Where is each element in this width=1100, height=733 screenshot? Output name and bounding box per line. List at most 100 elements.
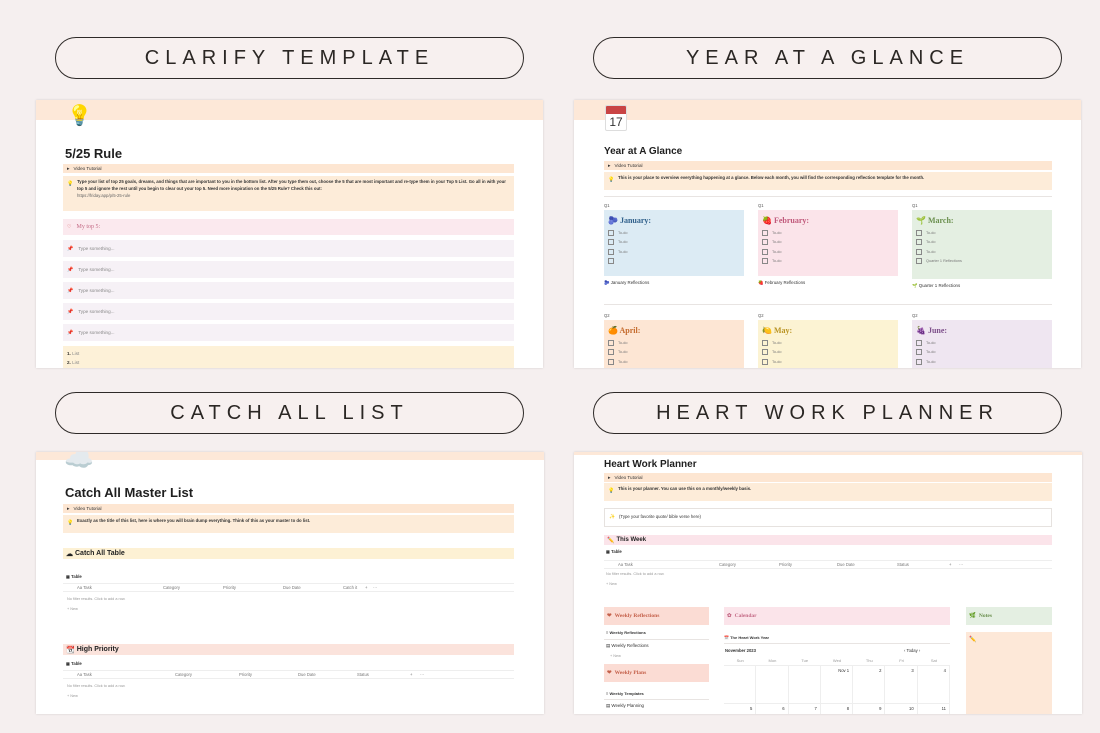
lightbulb-icon: 💡 bbox=[608, 177, 615, 183]
sprout-icon: 🌱 bbox=[912, 283, 918, 288]
todo-item[interactable]: To-do bbox=[608, 338, 740, 348]
page-title: Heart Work Planner bbox=[604, 459, 697, 470]
new-row-button[interactable]: + New bbox=[606, 582, 617, 586]
pin-icon: 📌 bbox=[67, 266, 74, 273]
todo-item[interactable]: To-do bbox=[916, 247, 1048, 257]
intro-callout: 💡 Exactly as the title of this list, her… bbox=[63, 515, 514, 533]
top5-item[interactable]: 📌 Type something... bbox=[63, 282, 514, 299]
video-tutorial-toggle[interactable]: Video Tutorial bbox=[63, 504, 514, 513]
todo-item[interactable]: To-do bbox=[608, 228, 740, 238]
month-card-february[interactable]: 🍓 February: To-do To-do To-do To-do bbox=[758, 210, 898, 276]
table-view-tab[interactable]: ▦ Table bbox=[66, 574, 82, 579]
video-tutorial-toggle[interactable]: Video Tutorial bbox=[63, 164, 514, 173]
todo-item[interactable]: To-do bbox=[762, 238, 894, 248]
calendar-day[interactable]: 6 bbox=[756, 704, 789, 714]
calendar-day[interactable]: 11 bbox=[918, 704, 950, 714]
quarter-label: Q2 bbox=[912, 313, 918, 318]
month-card-january[interactable]: 🫐 January: To-do To-do To-do bbox=[604, 210, 744, 276]
lightbulb-icon: 💡 bbox=[67, 181, 74, 187]
notes-area[interactable]: ✏️ bbox=[966, 632, 1052, 714]
numbered-list: 1. List 2. List bbox=[63, 346, 514, 368]
todo-item[interactable]: To-do bbox=[916, 238, 1048, 248]
month-card-june[interactable]: 🍇 June: To-do To-do To-do bbox=[912, 320, 1052, 368]
top5-item[interactable]: 📌 Type something... bbox=[63, 240, 514, 257]
calendar-day[interactable] bbox=[788, 666, 821, 704]
table-view-tab[interactable]: ▦ Table bbox=[66, 661, 82, 666]
calendar-weekdays: Sun Mon Tue Wed Thu Fri Sat bbox=[736, 658, 937, 663]
todo-item[interactable]: To-do bbox=[608, 247, 740, 257]
todo-item[interactable]: To-do bbox=[916, 338, 1048, 348]
page-title: Catch All Master List bbox=[65, 485, 194, 500]
february-reflections-link[interactable]: 🍓 February Reflections bbox=[758, 280, 806, 285]
month-card-may[interactable]: 🍋 May: To-do To-do To-do bbox=[758, 320, 898, 368]
todo-item[interactable]: To-do bbox=[762, 228, 894, 238]
todo-item[interactable]: To-do bbox=[916, 348, 1048, 358]
todo-item[interactable]: To-do bbox=[762, 348, 894, 358]
todo-item[interactable]: To-do bbox=[762, 257, 894, 267]
todo-item[interactable]: To-do bbox=[762, 357, 894, 367]
video-tutorial-toggle[interactable]: Video Tutorial bbox=[604, 161, 1052, 170]
calendar-day[interactable]: 5 bbox=[724, 704, 757, 714]
todo-item[interactable]: To-do bbox=[916, 357, 1048, 367]
calendar-day[interactable]: 4 bbox=[917, 666, 950, 704]
calendar-icon: 📆 bbox=[66, 646, 75, 654]
divider bbox=[604, 196, 1052, 197]
heart-work-planner-title: HEART WORK PLANNER bbox=[593, 392, 1062, 434]
calendar-day[interactable]: 2 bbox=[853, 666, 886, 704]
calendar-day[interactable]: 8 bbox=[821, 704, 854, 714]
top5-item[interactable]: 📌 Type something... bbox=[63, 303, 514, 320]
calendar-nav[interactable]: ‹ Today › bbox=[904, 648, 920, 653]
calendar-day[interactable] bbox=[724, 666, 757, 704]
calendar-day[interactable]: 9 bbox=[853, 704, 886, 714]
table-header: Aa Task Category Priority Due Date Statu… bbox=[63, 670, 514, 679]
strawberry-icon: 🍓 bbox=[762, 216, 772, 225]
new-row-button[interactable]: + New bbox=[610, 654, 621, 658]
todo-item[interactable]: To-do bbox=[608, 357, 740, 367]
empty-table-message[interactable]: No filter results. Click to add a row. bbox=[67, 597, 126, 601]
top5-item[interactable]: 📌 Type something... bbox=[63, 261, 514, 278]
calendar-day[interactable] bbox=[756, 666, 789, 704]
empty-table-message[interactable]: No filter results. Click to add a row. bbox=[606, 572, 665, 576]
callout-text: Type your list of top 25 goals, dreams, … bbox=[77, 179, 506, 191]
weekly-planning-item[interactable]: ▤ Weekly Planning bbox=[606, 703, 644, 708]
cloud-icon: ☁️ bbox=[64, 452, 94, 473]
weekly-reflections-item[interactable]: ▤ Weekly Reflections bbox=[606, 643, 649, 648]
month-card-march[interactable]: 🌱 March: To-do To-do To-do Quarter 1 Ref… bbox=[912, 210, 1052, 279]
quote-callout[interactable]: ✨ (Type your favorite quote/ bible verse… bbox=[604, 508, 1052, 527]
leaf-icon: 🌿 bbox=[969, 613, 976, 619]
top5-item[interactable]: 📌 Type something... bbox=[63, 324, 514, 341]
new-row-button[interactable]: + New bbox=[67, 607, 78, 611]
todo-item[interactable]: To-do bbox=[916, 228, 1048, 238]
inspiration-link[interactable]: https://friday.app/p/5-25-rule bbox=[77, 192, 131, 198]
list-item[interactable]: 2. List bbox=[67, 360, 80, 365]
lightbulb-icon: 💡 bbox=[67, 105, 92, 127]
page-title: 5/25 Rule bbox=[65, 146, 123, 161]
todo-item[interactable]: To-do bbox=[608, 348, 740, 358]
quarter-label: Q2 bbox=[604, 313, 610, 318]
table-view-tab[interactable]: ▦ Table bbox=[606, 549, 622, 554]
weekly-reflections-view[interactable]: ≡ Weekly Reflections bbox=[606, 630, 646, 635]
month-card-april[interactable]: 🍊 April: To-do To-do To-do bbox=[604, 320, 744, 368]
empty-table-message[interactable]: No filter results. Click to add a row. bbox=[67, 684, 126, 688]
calendar-day[interactable]: 10 bbox=[885, 704, 918, 714]
blueberry-icon: 🫐 bbox=[604, 280, 610, 285]
todo-item[interactable]: To-do bbox=[608, 238, 740, 248]
heart-icon: ❤ bbox=[607, 670, 612, 676]
todo-item[interactable] bbox=[608, 257, 740, 267]
weekly-reflections-heading: ❤ Weekly Reflections bbox=[604, 607, 709, 625]
january-reflections-link[interactable]: 🫐 January Reflections bbox=[604, 280, 650, 285]
video-tutorial-toggle[interactable]: Video Tutorial bbox=[604, 473, 1052, 482]
quarter-label: Q1 bbox=[758, 203, 764, 208]
todo-item[interactable]: To-do bbox=[762, 247, 894, 257]
calendar-view-tab[interactable]: 📅 The Heart Work Year bbox=[724, 635, 770, 640]
new-row-button[interactable]: + New bbox=[67, 694, 78, 698]
calendar-day[interactable]: 7 bbox=[789, 704, 821, 714]
todo-item[interactable]: Quarter 1 Reflections bbox=[916, 257, 1048, 267]
weekly-templates-view[interactable]: ≡ Weekly Templates bbox=[606, 691, 644, 696]
calendar-day[interactable]: Nov 1 bbox=[820, 666, 854, 704]
todo-item[interactable]: To-do bbox=[762, 338, 894, 348]
calendar-day[interactable]: 3 bbox=[885, 666, 918, 704]
quarter1-reflections-link[interactable]: 🌱 Quarter 1 Reflections bbox=[912, 283, 961, 288]
list-item[interactable]: 1. List bbox=[67, 351, 80, 356]
top5-heading: ♡ My top 5: bbox=[63, 219, 514, 235]
